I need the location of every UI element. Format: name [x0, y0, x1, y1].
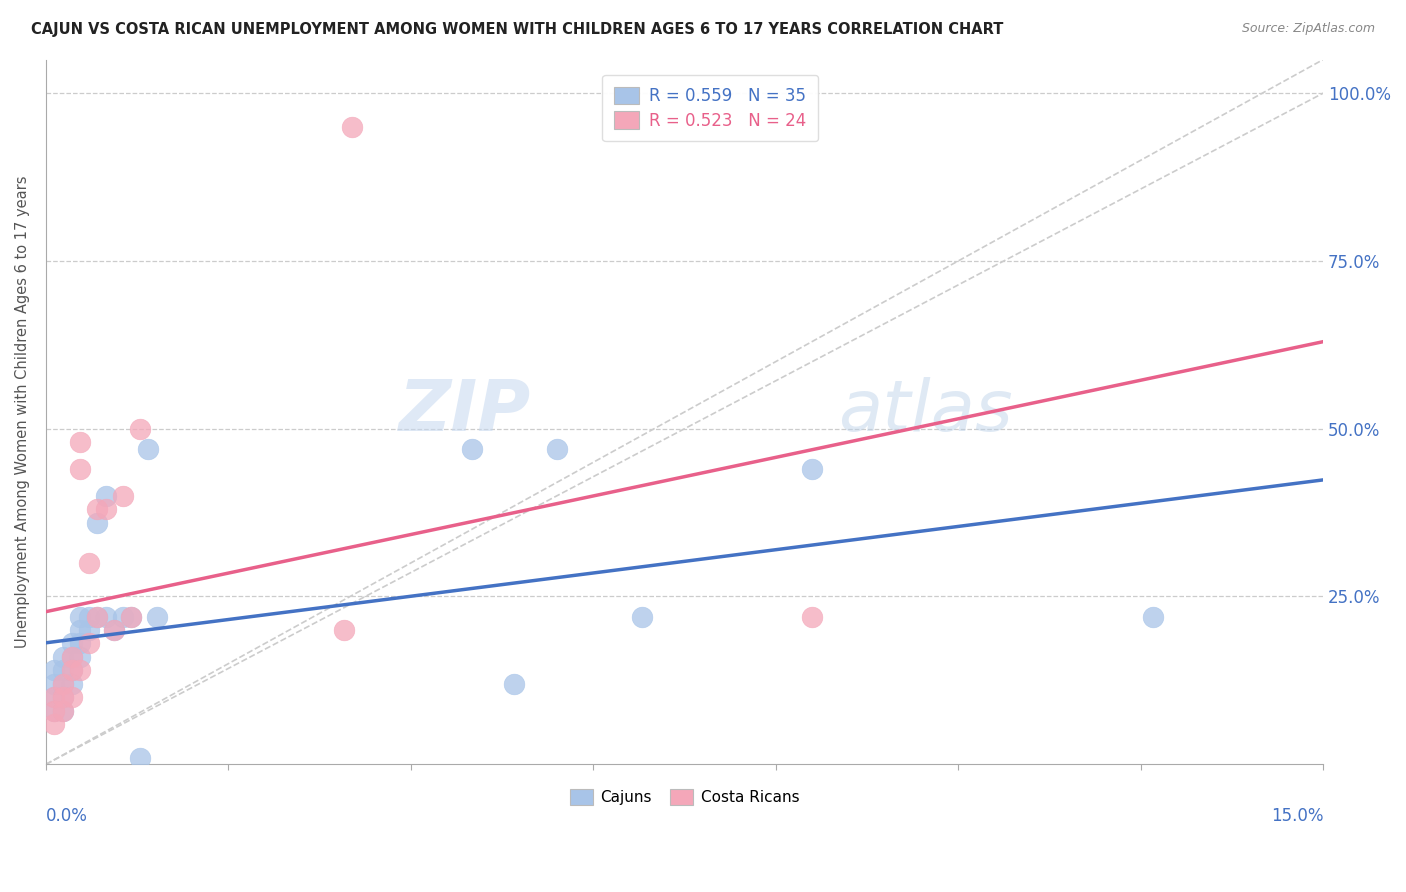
- Point: [103, 623, 125, 637]
- Point: [52, 677, 75, 691]
- Point: [77, 556, 100, 570]
- Point: [69, 663, 91, 677]
- Point: [60, 636, 83, 650]
- Point: [94, 502, 117, 516]
- Point: [86, 609, 108, 624]
- Point: [60, 649, 83, 664]
- Point: [60, 663, 83, 677]
- Point: [60, 663, 83, 677]
- Point: [52, 690, 75, 705]
- Text: 15.0%: 15.0%: [1271, 806, 1323, 824]
- Point: [52, 690, 75, 705]
- Point: [86, 502, 108, 516]
- Point: [86, 516, 108, 530]
- Point: [52, 663, 75, 677]
- Point: [103, 623, 125, 637]
- Point: [145, 609, 167, 624]
- Point: [44, 717, 66, 731]
- Point: [333, 623, 356, 637]
- Point: [503, 677, 526, 691]
- Point: [69, 636, 91, 650]
- Point: [69, 609, 91, 624]
- Point: [69, 462, 91, 476]
- Point: [60, 677, 83, 691]
- Point: [546, 442, 568, 456]
- Point: [69, 435, 91, 450]
- Point: [801, 609, 824, 624]
- Point: [77, 636, 100, 650]
- Point: [44, 704, 66, 718]
- Point: [1142, 609, 1164, 624]
- Point: [128, 750, 150, 764]
- Point: [52, 704, 75, 718]
- Point: [342, 120, 364, 134]
- Point: [77, 609, 100, 624]
- Point: [60, 690, 83, 705]
- Point: [44, 704, 66, 718]
- Point: [60, 649, 83, 664]
- Text: ZIP: ZIP: [399, 377, 531, 446]
- Point: [801, 462, 824, 476]
- Point: [120, 609, 142, 624]
- Point: [460, 442, 482, 456]
- Point: [128, 422, 150, 436]
- Point: [69, 623, 91, 637]
- Point: [86, 609, 108, 624]
- Point: [52, 677, 75, 691]
- Point: [111, 489, 134, 503]
- Point: [94, 489, 117, 503]
- Point: [44, 663, 66, 677]
- Text: 0.0%: 0.0%: [46, 806, 87, 824]
- Point: [44, 690, 66, 705]
- Text: CAJUN VS COSTA RICAN UNEMPLOYMENT AMONG WOMEN WITH CHILDREN AGES 6 TO 17 YEARS C: CAJUN VS COSTA RICAN UNEMPLOYMENT AMONG …: [31, 22, 1004, 37]
- Text: atlas: atlas: [838, 377, 1012, 446]
- Point: [52, 704, 75, 718]
- Point: [52, 649, 75, 664]
- Point: [631, 609, 654, 624]
- Point: [77, 623, 100, 637]
- Point: [136, 442, 159, 456]
- Point: [120, 609, 142, 624]
- Point: [111, 609, 134, 624]
- Point: [44, 677, 66, 691]
- Legend: Cajuns, Costa Ricans: Cajuns, Costa Ricans: [562, 781, 807, 813]
- Text: Source: ZipAtlas.com: Source: ZipAtlas.com: [1241, 22, 1375, 36]
- Point: [44, 690, 66, 705]
- Point: [69, 649, 91, 664]
- Y-axis label: Unemployment Among Women with Children Ages 6 to 17 years: Unemployment Among Women with Children A…: [15, 176, 30, 648]
- Point: [94, 609, 117, 624]
